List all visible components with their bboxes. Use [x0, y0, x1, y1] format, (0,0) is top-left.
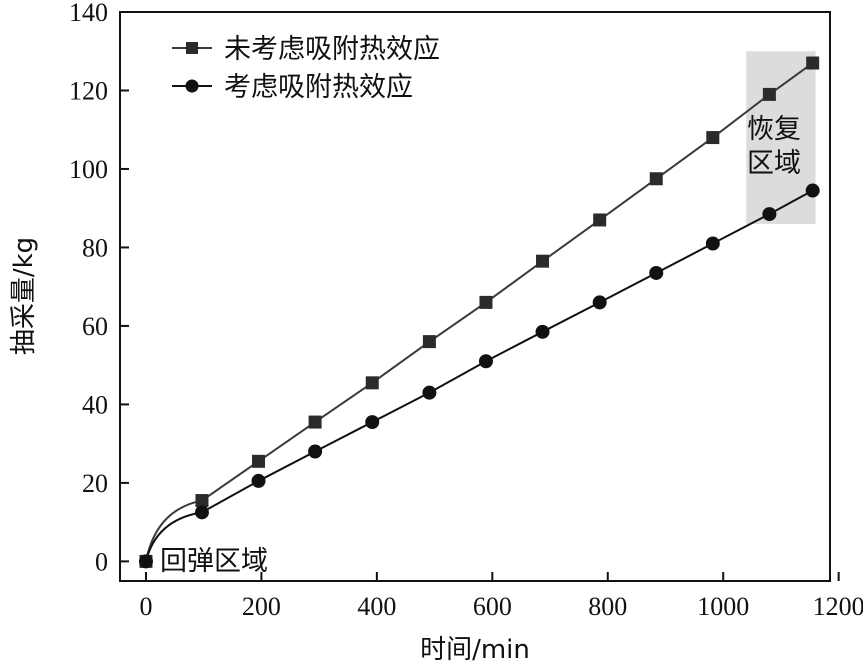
square-point — [365, 376, 379, 390]
y-tick-label: 120 — [69, 76, 108, 105]
circle-point — [138, 554, 153, 569]
square-point — [706, 131, 720, 145]
square-point — [536, 254, 550, 268]
series-layer — [138, 56, 820, 569]
plot-frame — [119, 11, 831, 582]
recovery-region-annotation-line-1: 恢复 — [747, 114, 801, 145]
circle-point — [649, 265, 664, 280]
square-point — [308, 415, 322, 429]
y-tick-label: 20 — [82, 469, 108, 498]
y-tick-label: 0 — [95, 547, 108, 576]
circle-point — [478, 354, 493, 369]
square-point — [593, 213, 607, 227]
rebound-region-annotation: 回弹区域 — [160, 546, 268, 577]
square-point — [252, 454, 266, 468]
square-point — [195, 494, 209, 508]
recovery-region-annotation-line-2: 区域 — [747, 148, 801, 179]
legend-square-marker-icon — [186, 42, 198, 54]
x-tick-label: 1000 — [697, 592, 749, 621]
x-tick-label: 0 — [139, 592, 152, 621]
legend-circle-marker-icon — [185, 79, 199, 93]
circle-point — [592, 295, 607, 310]
y-tick-label: 100 — [69, 155, 108, 184]
y-axis-label: 抽采量/kg — [9, 237, 39, 355]
y-tick-label: 140 — [69, 0, 108, 27]
legend-label-series-2: 考虑吸附热效应 — [224, 72, 413, 103]
x-tick-label: 400 — [357, 592, 396, 621]
square-point — [806, 56, 820, 70]
circle-point — [365, 415, 380, 430]
circle-point — [251, 473, 266, 488]
legend: 未考虑吸附热效应 考虑吸附热效应 — [172, 34, 440, 103]
y-tick-label: 80 — [82, 233, 108, 262]
circle-point — [705, 236, 720, 251]
y-tick-label: 40 — [82, 390, 108, 419]
circle-point — [422, 385, 437, 400]
x-tick-label: 1200 — [813, 592, 863, 621]
y-tick-label: 60 — [82, 312, 108, 341]
circle-point — [762, 207, 777, 222]
square-point — [422, 335, 436, 349]
circle-point — [535, 324, 550, 339]
circle-point — [308, 444, 323, 459]
x-axis-label: 时间/min — [420, 635, 530, 665]
square-point — [479, 295, 493, 309]
x-tick-label: 600 — [473, 592, 512, 621]
x-tick-label: 200 — [242, 592, 281, 621]
square-point — [762, 87, 776, 101]
circle-point — [194, 505, 209, 520]
x-tick-label: 800 — [588, 592, 627, 621]
square-point — [649, 172, 663, 186]
circle-point — [805, 183, 820, 198]
ticks-layer: 0 200 400 600 800 1000 1200 0 20 40 60 80 100 120 140 — [69, 0, 863, 621]
legend-label-series-1: 未考虑吸附热效应 — [224, 34, 440, 65]
